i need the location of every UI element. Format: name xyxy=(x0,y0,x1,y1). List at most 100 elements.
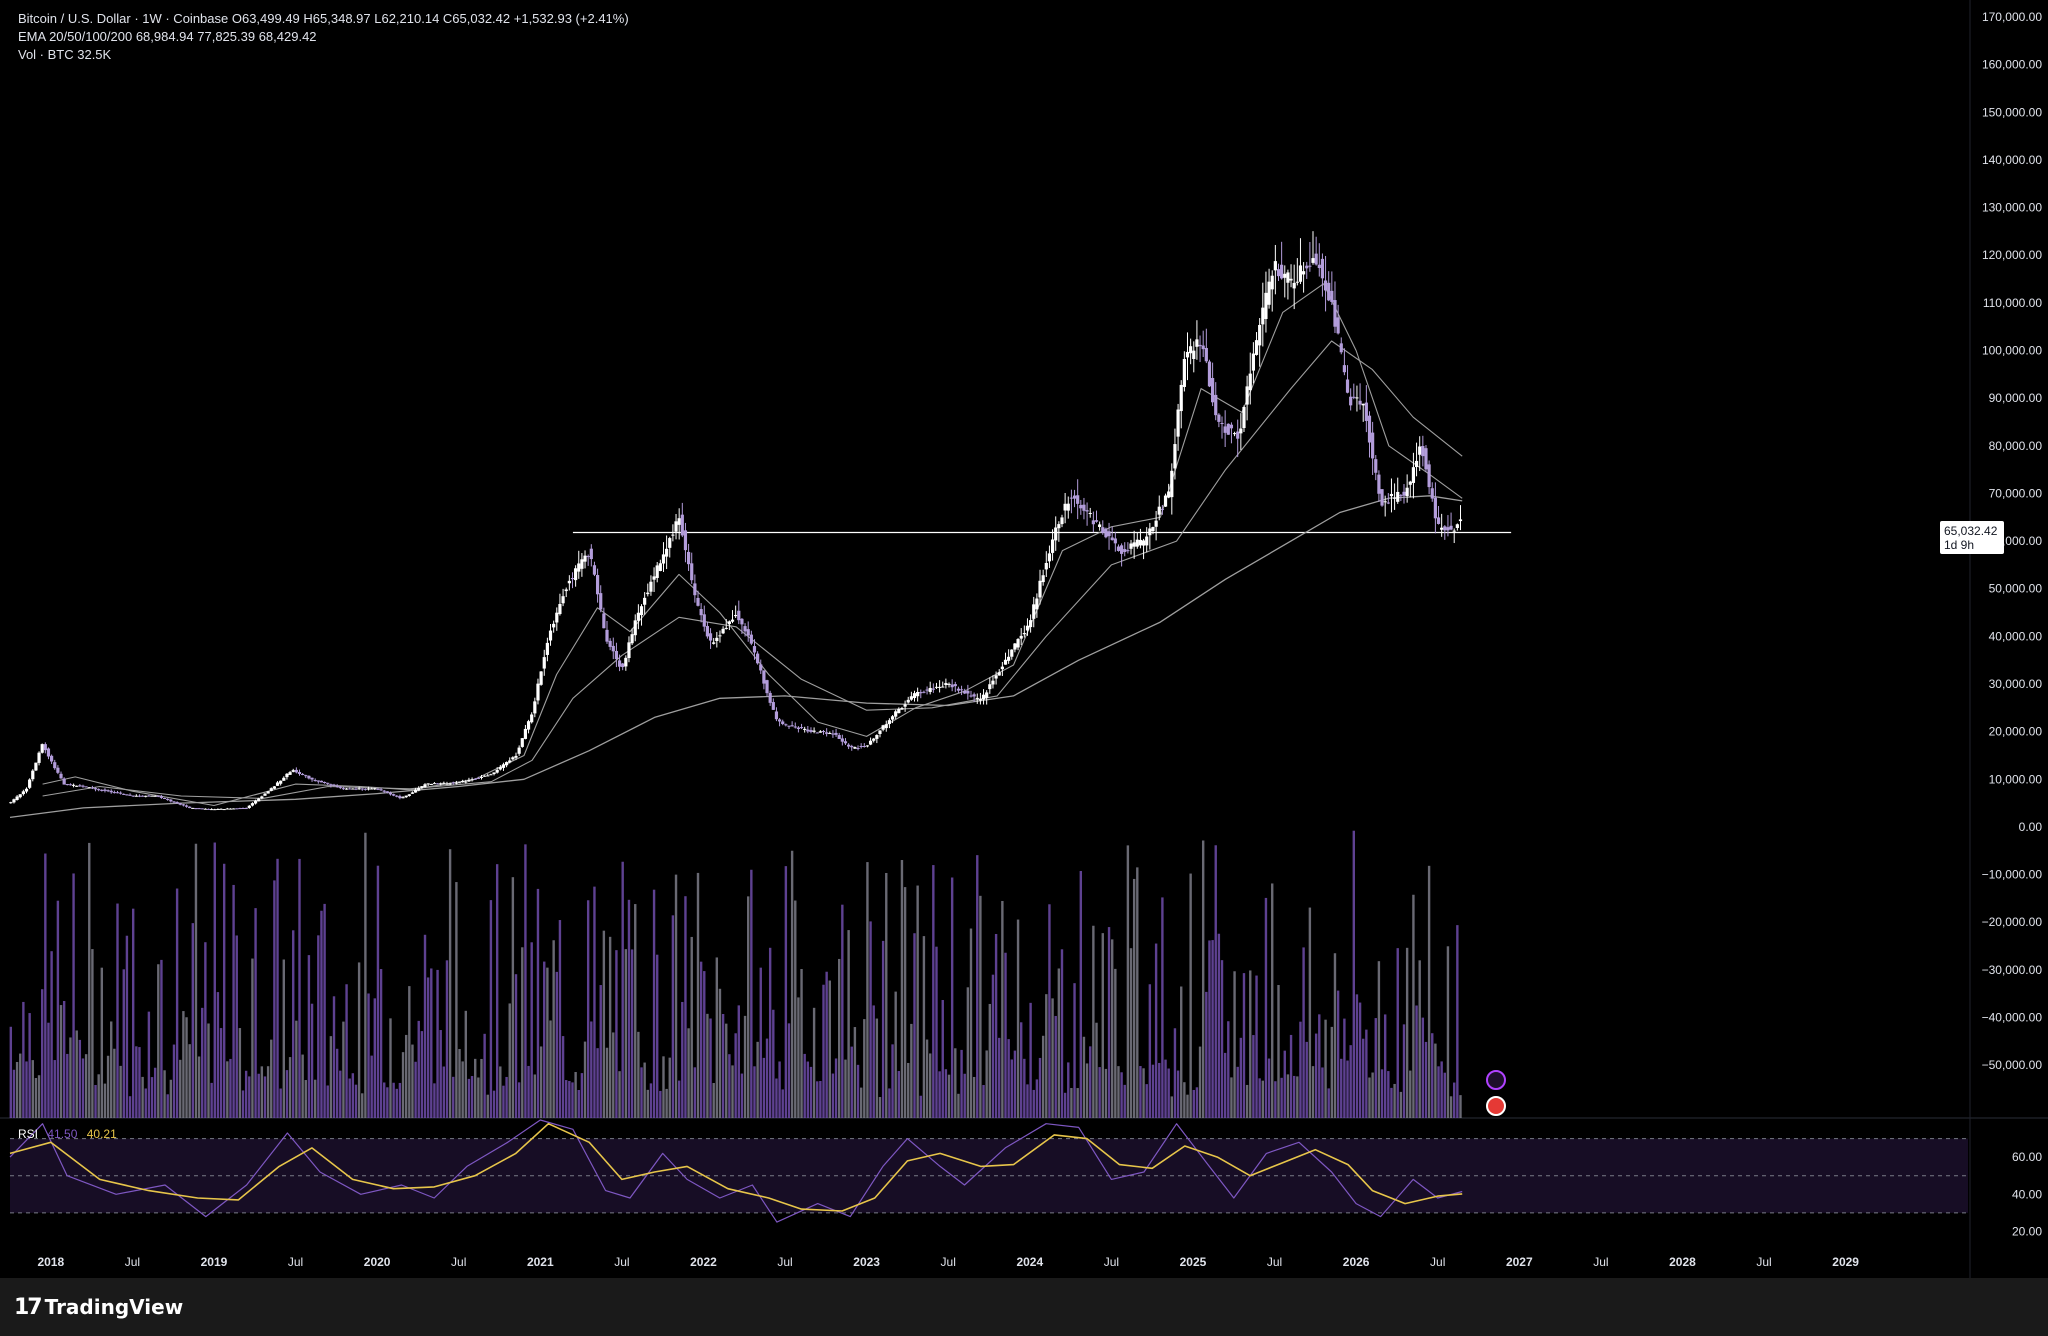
candle-body xyxy=(1148,528,1152,536)
volume-bar xyxy=(182,1011,185,1118)
candle-body xyxy=(624,657,628,667)
candle-body xyxy=(1286,272,1290,283)
candle-body xyxy=(944,683,948,686)
volume-bar xyxy=(972,1076,976,1118)
volume-bar xyxy=(257,1073,260,1118)
volume-bar xyxy=(1167,1068,1170,1118)
candle-body xyxy=(338,786,342,788)
volume-bar xyxy=(128,1096,132,1118)
volume-bar xyxy=(25,1061,28,1118)
volume-bar xyxy=(524,844,527,1118)
candle-body xyxy=(621,663,625,668)
time-tick-label: 2021 xyxy=(527,1255,554,1269)
volume-bar xyxy=(659,1090,662,1118)
volume-bar xyxy=(53,1060,56,1118)
volume-bar xyxy=(549,1020,552,1118)
candle-body xyxy=(1132,542,1136,547)
event-marker-icon[interactable] xyxy=(1486,1070,1506,1090)
economic-event-flag-icon[interactable] xyxy=(1486,1096,1506,1116)
volume-bar xyxy=(919,1095,922,1118)
candle-body xyxy=(84,786,88,788)
candle-body xyxy=(1421,446,1425,457)
volume-bar xyxy=(991,974,995,1118)
volume-bar xyxy=(803,1053,806,1118)
volume-bar xyxy=(364,832,367,1118)
candle-body xyxy=(194,808,198,810)
time-tick-label: Jul xyxy=(1593,1255,1608,1269)
candle-body xyxy=(313,780,317,782)
candle-body xyxy=(1323,280,1328,291)
candle-body xyxy=(928,687,932,692)
volume-bar xyxy=(1437,1066,1440,1118)
candle-body xyxy=(1364,402,1368,421)
volume-bar xyxy=(721,1013,725,1118)
volume-bar xyxy=(1029,1002,1032,1118)
volume-bar xyxy=(954,1048,957,1118)
candle-body xyxy=(1333,300,1337,327)
volume-bar xyxy=(119,1065,122,1118)
candle-body xyxy=(959,689,964,691)
candle-body xyxy=(398,796,402,799)
candle-body xyxy=(495,769,499,773)
volume-bar xyxy=(204,942,207,1118)
volume-bar xyxy=(75,1030,78,1118)
volume-bar xyxy=(1048,904,1051,1118)
volume-bar xyxy=(985,1050,988,1118)
candle-body xyxy=(818,731,822,733)
candle-body xyxy=(570,577,575,580)
candle-body xyxy=(602,613,606,629)
price-tick-label: 10,000.00 xyxy=(1989,772,2043,786)
candle-body xyxy=(103,789,107,791)
candle-body xyxy=(580,559,584,569)
volume-bar xyxy=(69,1037,72,1118)
volume-bar xyxy=(235,935,238,1118)
volume-bar xyxy=(834,1058,838,1118)
candle-body xyxy=(567,580,571,584)
volume-bar xyxy=(844,1059,847,1118)
candle-body xyxy=(175,802,179,804)
candle-body xyxy=(423,784,427,787)
candle-body xyxy=(941,686,945,688)
time-tick-label: Jul xyxy=(125,1255,140,1269)
volume-bar xyxy=(1421,1017,1425,1118)
candle-body xyxy=(413,789,418,793)
volume-bar xyxy=(295,1020,298,1118)
volume-bar xyxy=(662,1056,665,1118)
candle-body xyxy=(1170,470,1174,498)
candle-body xyxy=(53,762,57,769)
volume-bar xyxy=(1067,1062,1070,1118)
price-chart[interactable]: 170,000.00 160,000.00 150,000.00 140,000.00… xyxy=(0,0,2048,1278)
volume-bar xyxy=(976,855,979,1118)
volume-bar xyxy=(474,1058,477,1118)
volume-bar xyxy=(370,1055,373,1118)
candle-body xyxy=(978,699,983,701)
candle-body xyxy=(1057,524,1061,529)
candle-body xyxy=(1198,344,1202,347)
volume-bar xyxy=(292,930,295,1118)
tradingview-brand[interactable]: 17 TradingView xyxy=(14,1295,183,1320)
candle-body xyxy=(1000,666,1004,670)
volume-bar xyxy=(743,1015,747,1118)
volume-bar xyxy=(483,1033,486,1118)
volume-bar xyxy=(106,1055,110,1118)
volume-bar xyxy=(1208,940,1211,1118)
volume-bar xyxy=(715,957,719,1118)
price-tick-label: 120,000.00 xyxy=(1982,248,2042,262)
price-tick-label: 110,000.00 xyxy=(1983,296,2042,310)
volume-bar xyxy=(1431,1033,1434,1118)
candle-body xyxy=(1220,423,1224,425)
candle-body xyxy=(1267,281,1271,305)
volume-bar xyxy=(574,1072,577,1118)
candle-body xyxy=(326,782,330,784)
volume-bar xyxy=(665,1088,668,1118)
candle-body xyxy=(12,799,16,803)
volume-bar xyxy=(458,1049,461,1118)
candle-body xyxy=(1044,562,1048,570)
candle-body xyxy=(269,788,273,791)
candle-body xyxy=(825,732,829,734)
volume-bar xyxy=(1129,948,1133,1118)
candle-body xyxy=(1104,528,1108,538)
volume-bar xyxy=(436,969,439,1118)
candle-body xyxy=(765,680,769,694)
